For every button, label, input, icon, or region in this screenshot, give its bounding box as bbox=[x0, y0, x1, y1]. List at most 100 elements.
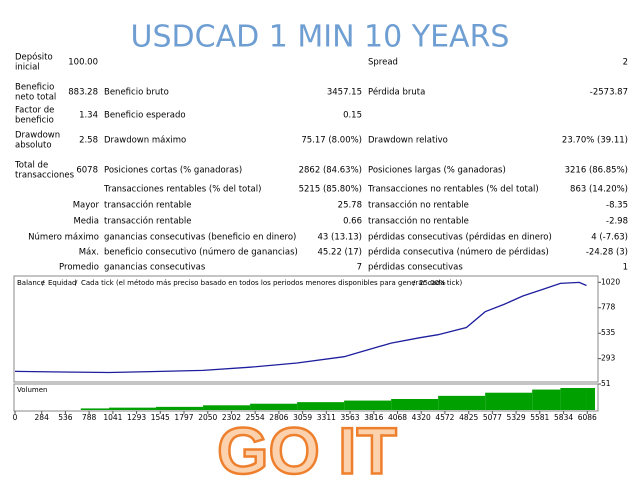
page-title: USDCAD 1 MIN 10 YEARS bbox=[131, 20, 510, 55]
row-label: Mayor bbox=[73, 201, 100, 211]
y-tick-label: 1020 bbox=[601, 277, 620, 286]
row-value: -24.28 (3) bbox=[586, 248, 628, 258]
row-label: transacción rentable bbox=[104, 200, 192, 211]
row-label: Pérdida bruta bbox=[368, 87, 425, 98]
x-tick-label: 3816 bbox=[364, 413, 383, 422]
row-label: Beneficio bruto bbox=[104, 88, 169, 98]
x-tick-label: 2050 bbox=[198, 413, 217, 422]
volume-bar bbox=[485, 392, 533, 410]
row-label: pérdidas consecutivas (pérdidas en diner… bbox=[368, 232, 552, 243]
row-value: 3457.15 bbox=[327, 88, 362, 98]
row-value: -2.98 bbox=[606, 217, 628, 227]
legend-entry: 25.00% bbox=[419, 279, 446, 287]
x-tick-label: 6086 bbox=[578, 413, 597, 422]
row-value: 4 (-7.63) bbox=[591, 233, 628, 243]
row-label: ganancias consecutivas (beneficio en din… bbox=[104, 233, 296, 243]
row-label: neto total bbox=[15, 93, 56, 103]
row-label: inicial bbox=[15, 63, 40, 73]
y-tick-label: 778 bbox=[601, 303, 616, 312]
row-label: Drawdown relativo bbox=[368, 136, 448, 146]
row-value: 2862 (84.63%) bbox=[299, 166, 362, 176]
volume-bar bbox=[109, 407, 157, 410]
row-label: Beneficio esperado bbox=[104, 111, 186, 121]
legend-entry: Equidad bbox=[48, 279, 76, 287]
legend-entry: Balance bbox=[17, 279, 45, 287]
row-value: 25.78 bbox=[338, 201, 362, 211]
row-label: transacción no rentable bbox=[368, 216, 469, 227]
volume-bar bbox=[586, 388, 595, 410]
x-tick-label: 536 bbox=[58, 413, 73, 422]
x-tick-label: 5581 bbox=[530, 413, 549, 422]
x-tick-label: 2806 bbox=[269, 413, 288, 422]
volume-bar bbox=[203, 405, 251, 410]
x-tick-label: 4572 bbox=[435, 413, 454, 422]
x-tick-label: 1041 bbox=[103, 413, 122, 422]
row-label: Máx. bbox=[79, 248, 99, 258]
row-label: Transacciones no rentables (% del total) bbox=[367, 185, 539, 195]
row-value: 3216 (86.85%) bbox=[565, 166, 628, 176]
row-value: 0.66 bbox=[343, 217, 362, 227]
row-value: 2.58 bbox=[79, 136, 98, 146]
row-label: beneficio consecutivo (número de gananci… bbox=[104, 248, 298, 258]
row-label: beneficio bbox=[15, 116, 54, 126]
row-label: Promedio bbox=[59, 263, 99, 273]
x-tick-label: 284 bbox=[35, 413, 50, 422]
row-value: 5215 (85.80%) bbox=[299, 185, 362, 195]
volume-bar bbox=[80, 408, 110, 410]
x-tick-label: 4320 bbox=[412, 413, 431, 422]
x-tick-label: 4068 bbox=[388, 413, 407, 422]
row-value: 75.17 (8.00%) bbox=[301, 136, 362, 146]
row-label: Drawdown bbox=[15, 131, 60, 141]
row-value: -8.35 bbox=[606, 201, 628, 211]
volume-bar bbox=[391, 399, 439, 410]
volume-label: Volumen bbox=[17, 386, 47, 394]
row-value: 1 bbox=[623, 263, 628, 273]
row-value: 863 (14.20%) bbox=[570, 185, 628, 195]
volume-bar bbox=[560, 388, 587, 410]
row-value: 7 bbox=[357, 263, 362, 273]
row-value: 6078 bbox=[76, 166, 98, 176]
footer-banner: GO IT bbox=[217, 413, 397, 480]
x-tick-label: 4825 bbox=[459, 413, 478, 422]
volume-bar bbox=[156, 406, 204, 410]
row-label: absoluto bbox=[15, 141, 52, 151]
row-label: Beneficio bbox=[15, 83, 54, 93]
volume-bar bbox=[297, 402, 345, 410]
x-tick-label: 5834 bbox=[554, 413, 573, 422]
row-label: pérdida consecutiva (número de pérdidas) bbox=[368, 247, 549, 258]
x-tick-label: 2554 bbox=[246, 413, 265, 422]
x-tick-label: 1293 bbox=[127, 413, 146, 422]
row-label: pérdidas consecutivas bbox=[368, 262, 463, 273]
volume-bar bbox=[438, 395, 486, 410]
row-value: 1.34 bbox=[79, 111, 98, 121]
row-label: Posiciones largas (% ganadoras) bbox=[368, 166, 506, 176]
legend-sep: / bbox=[42, 279, 45, 287]
x-tick-label: 2302 bbox=[222, 413, 241, 422]
x-tick-label: 3059 bbox=[293, 413, 312, 422]
y-tick-label: 293 bbox=[601, 354, 616, 363]
legend-sep: / bbox=[75, 279, 78, 287]
x-tick-label: 1797 bbox=[174, 413, 193, 422]
legend-sep: / bbox=[413, 279, 416, 287]
volume-bar bbox=[532, 389, 561, 410]
volume-bar bbox=[344, 400, 392, 410]
row-value: 23.70% (39.11) bbox=[562, 136, 628, 146]
row-value: 2 bbox=[623, 58, 628, 68]
row-label: Factor de bbox=[15, 106, 54, 116]
row-label: transacción rentable bbox=[104, 216, 192, 227]
row-label: Transacciones rentables (% del total) bbox=[103, 185, 261, 195]
row-value: 0.15 bbox=[343, 111, 362, 121]
x-tick-label: 3563 bbox=[340, 413, 359, 422]
row-value: 45.22 (17) bbox=[318, 248, 362, 258]
balance-line bbox=[14, 281, 587, 374]
row-value: 43 (13.13) bbox=[318, 233, 362, 243]
row-label: Drawdown máximo bbox=[104, 136, 186, 146]
row-label: transacciones bbox=[15, 171, 75, 181]
x-tick-label: 1545 bbox=[151, 413, 170, 422]
x-tick-label: 0 bbox=[13, 413, 18, 422]
row-label: Total de bbox=[14, 161, 48, 171]
x-tick-label: 5329 bbox=[507, 413, 526, 422]
chart-frame bbox=[13, 275, 599, 383]
row-value: 100.00 bbox=[68, 58, 98, 68]
